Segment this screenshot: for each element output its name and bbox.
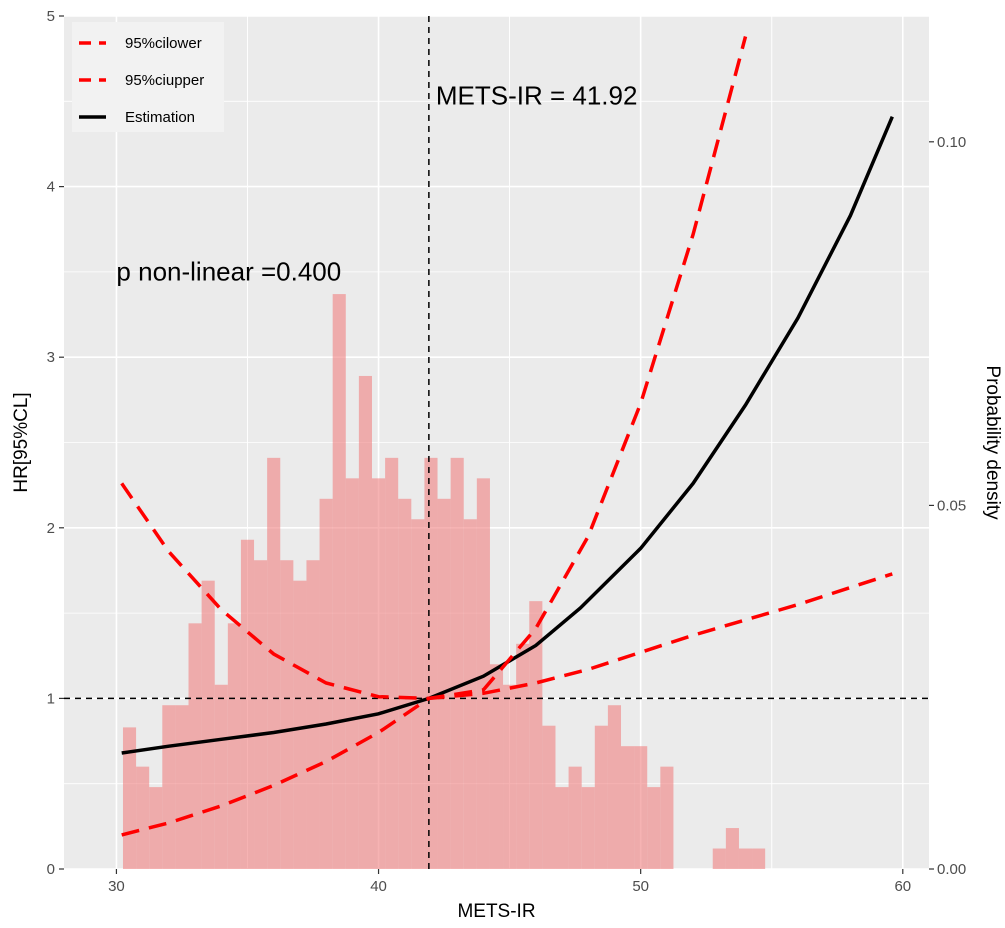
x-tick-label: 50: [632, 878, 649, 895]
histogram-bar: [489, 664, 504, 869]
y-tick-label: 5: [47, 8, 55, 25]
histogram-bar: [568, 766, 582, 869]
legend-label: 95%ciupper: [125, 72, 204, 89]
histogram-bar: [293, 580, 307, 869]
histogram-bar: [136, 766, 150, 869]
histogram-bar: [712, 848, 726, 869]
histogram-bar: [267, 457, 281, 869]
series-lines: [120, 36, 894, 837]
cutpoint-annotation: METS-IR = 41.92: [436, 81, 638, 111]
y2-tick-label: 0.00: [937, 861, 966, 878]
histogram-bar: [738, 848, 753, 869]
x-axis-title: METS-IR: [457, 901, 535, 922]
histogram-bar: [503, 684, 517, 869]
histogram-bar: [542, 725, 556, 869]
histogram-bar: [345, 478, 359, 869]
histogram-bar: [227, 623, 241, 869]
y-tick-label: 4: [47, 179, 55, 196]
histogram-bar: [254, 560, 268, 869]
histogram-bar: [175, 705, 189, 869]
histogram-bar: [555, 787, 569, 869]
histogram-bar: [411, 519, 425, 869]
y-tick-label: 0: [47, 861, 55, 878]
histogram-bar: [752, 848, 766, 869]
histogram-bar: [280, 560, 294, 869]
y2-tick-label: 0.05: [937, 497, 966, 514]
histogram-bar: [529, 601, 543, 869]
histogram-bar: [332, 294, 346, 869]
histogram-bar: [660, 766, 674, 869]
x-tick-label: 60: [894, 878, 911, 895]
y-axis-title: HR[95%CL]: [11, 392, 32, 492]
y-tick-label: 1: [47, 690, 55, 707]
histogram-bar: [634, 746, 648, 869]
histogram-bar: [725, 828, 739, 869]
histogram-bar: [201, 580, 215, 869]
histogram-bar: [122, 727, 137, 869]
histogram-bar: [358, 375, 372, 869]
histogram-bar: [306, 560, 320, 869]
legend-background: [72, 22, 224, 132]
legend-label: 95%cilower: [125, 35, 202, 52]
histogram-bar: [607, 705, 622, 869]
histogram-bar: [162, 705, 176, 869]
histogram-bar: [594, 725, 608, 869]
histogram-bar: [398, 498, 412, 869]
histogram-bar: [581, 787, 595, 869]
histogram-bar: [371, 478, 386, 869]
histogram-bar: [647, 787, 661, 869]
y-tick-label: 2: [47, 520, 55, 537]
y2-tick-label: 0.10: [937, 134, 966, 151]
histogram-bar: [476, 478, 490, 869]
legend: 95%cilower 95%ciupper Estimation: [72, 22, 224, 132]
histogram-bar: [437, 498, 451, 869]
x-tick-label: 40: [370, 878, 387, 895]
reference-lines: [64, 16, 929, 869]
y2-axis-title: Probability density: [982, 365, 1003, 520]
legend-label: Estimation: [125, 109, 195, 126]
x-tick-label: 30: [108, 878, 125, 895]
histogram-bar: [149, 787, 163, 869]
histogram-bar: [516, 643, 530, 869]
histogram-bar: [240, 539, 255, 869]
histogram-bar: [385, 457, 399, 869]
histogram-bar: [214, 684, 228, 869]
y-tick-label: 3: [47, 349, 55, 366]
histogram-bar: [188, 623, 202, 869]
p-nonlinear-annotation: p non-linear =0.400: [116, 256, 341, 286]
histogram-bar: [450, 457, 464, 869]
histogram-bar: [621, 746, 635, 869]
histogram-bar: [424, 457, 438, 869]
axes: 30 40 50 60 0 1 2 3 4 5 0.00 0.05 0.10: [47, 8, 967, 895]
